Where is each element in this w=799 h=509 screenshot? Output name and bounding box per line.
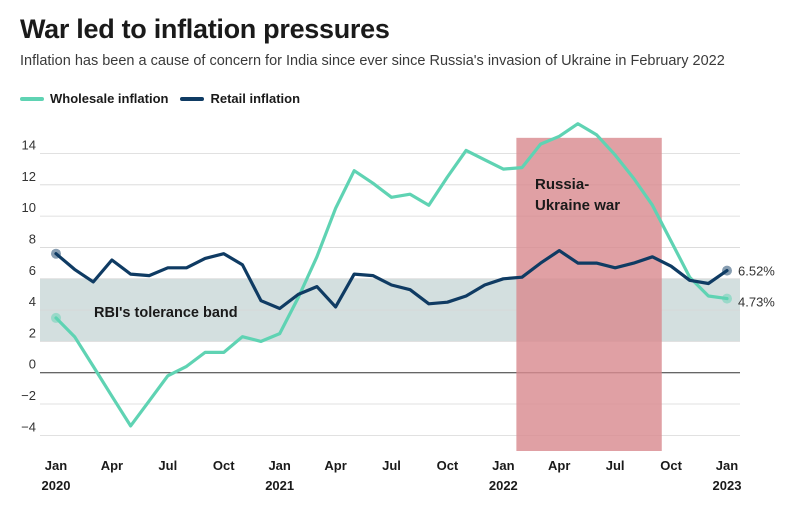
y-tick-label: 4 — [29, 294, 36, 309]
y-tick-label: 12 — [22, 169, 36, 184]
chart-subtitle: Inflation has been a cause of concern fo… — [20, 53, 725, 69]
x-tick-label: Jul — [382, 458, 401, 473]
x-tick-year: 2020 — [42, 478, 71, 493]
legend-item-retail: Retail inflation — [180, 91, 300, 106]
end-label-retail: 6.52% — [738, 264, 775, 279]
x-tick-label: Jan — [45, 458, 67, 473]
war-label-line2: Ukraine war — [535, 197, 620, 214]
y-tick-label: 0 — [29, 357, 36, 372]
legend-swatch-retail — [180, 96, 205, 101]
series-line-wholesale — [54, 122, 729, 428]
x-tick-label: Oct — [660, 458, 682, 473]
start-point-wholesale — [51, 312, 61, 323]
legend: Wholesale inflation Retail inflation — [20, 91, 312, 106]
legend-label-retail: Retail inflation — [210, 91, 301, 106]
start-point-retail — [51, 248, 61, 259]
x-tick-label: Jan — [492, 458, 514, 473]
chart-title: War led to inflation pressures — [20, 14, 390, 44]
x-tick-year: 2023 — [713, 478, 742, 493]
end-point-retail — [722, 265, 732, 276]
war-label-line1: Russia- — [535, 176, 589, 193]
x-tick-label: Jul — [606, 458, 625, 473]
x-tick-label: Apr — [101, 458, 123, 473]
x-tick-year: 2021 — [265, 478, 294, 493]
x-tick-year: 2022 — [489, 478, 518, 493]
x-tick-label: Jan — [716, 458, 738, 473]
y-tick-label: −2 — [21, 388, 36, 403]
x-tick-label: Oct — [213, 458, 235, 473]
legend-label-wholesale: Wholesale inflation — [50, 91, 169, 106]
y-tick-label: 6 — [29, 263, 36, 278]
y-tick-label: 2 — [29, 325, 36, 340]
end-label-wholesale: 4.73% — [738, 295, 775, 310]
y-tick-label: 8 — [29, 231, 36, 246]
legend-swatch-wholesale — [20, 96, 44, 101]
war-shading — [516, 137, 662, 451]
x-tick-label: Jan — [268, 458, 290, 473]
x-tick-label: Apr — [548, 458, 570, 473]
legend-item-wholesale: Wholesale inflation — [20, 91, 168, 106]
x-tick-label: Apr — [324, 458, 346, 473]
x-tick-label: Jul — [158, 458, 177, 473]
y-tick-label: 14 — [22, 137, 36, 152]
y-tick-label: −4 — [21, 419, 36, 434]
tolerance-band-label: RBI's tolerance band — [94, 305, 238, 321]
series-line-retail — [54, 249, 729, 311]
end-point-wholesale — [722, 293, 732, 304]
y-tick-label: 10 — [22, 200, 36, 215]
x-tick-label: Oct — [437, 458, 459, 473]
